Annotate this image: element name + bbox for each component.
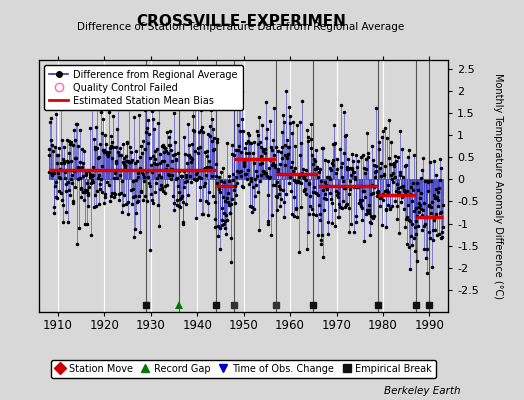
Legend: Station Move, Record Gap, Time of Obs. Change, Empirical Break: Station Move, Record Gap, Time of Obs. C… [51, 360, 436, 378]
Text: CROSSVILLE-EXPERIMEN: CROSSVILLE-EXPERIMEN [136, 14, 346, 29]
Text: Difference of Station Temperature Data from Regional Average: Difference of Station Temperature Data f… [78, 22, 405, 32]
Text: Berkeley Earth: Berkeley Earth [385, 386, 461, 396]
Y-axis label: Monthly Temperature Anomaly Difference (°C): Monthly Temperature Anomaly Difference (… [493, 73, 503, 299]
